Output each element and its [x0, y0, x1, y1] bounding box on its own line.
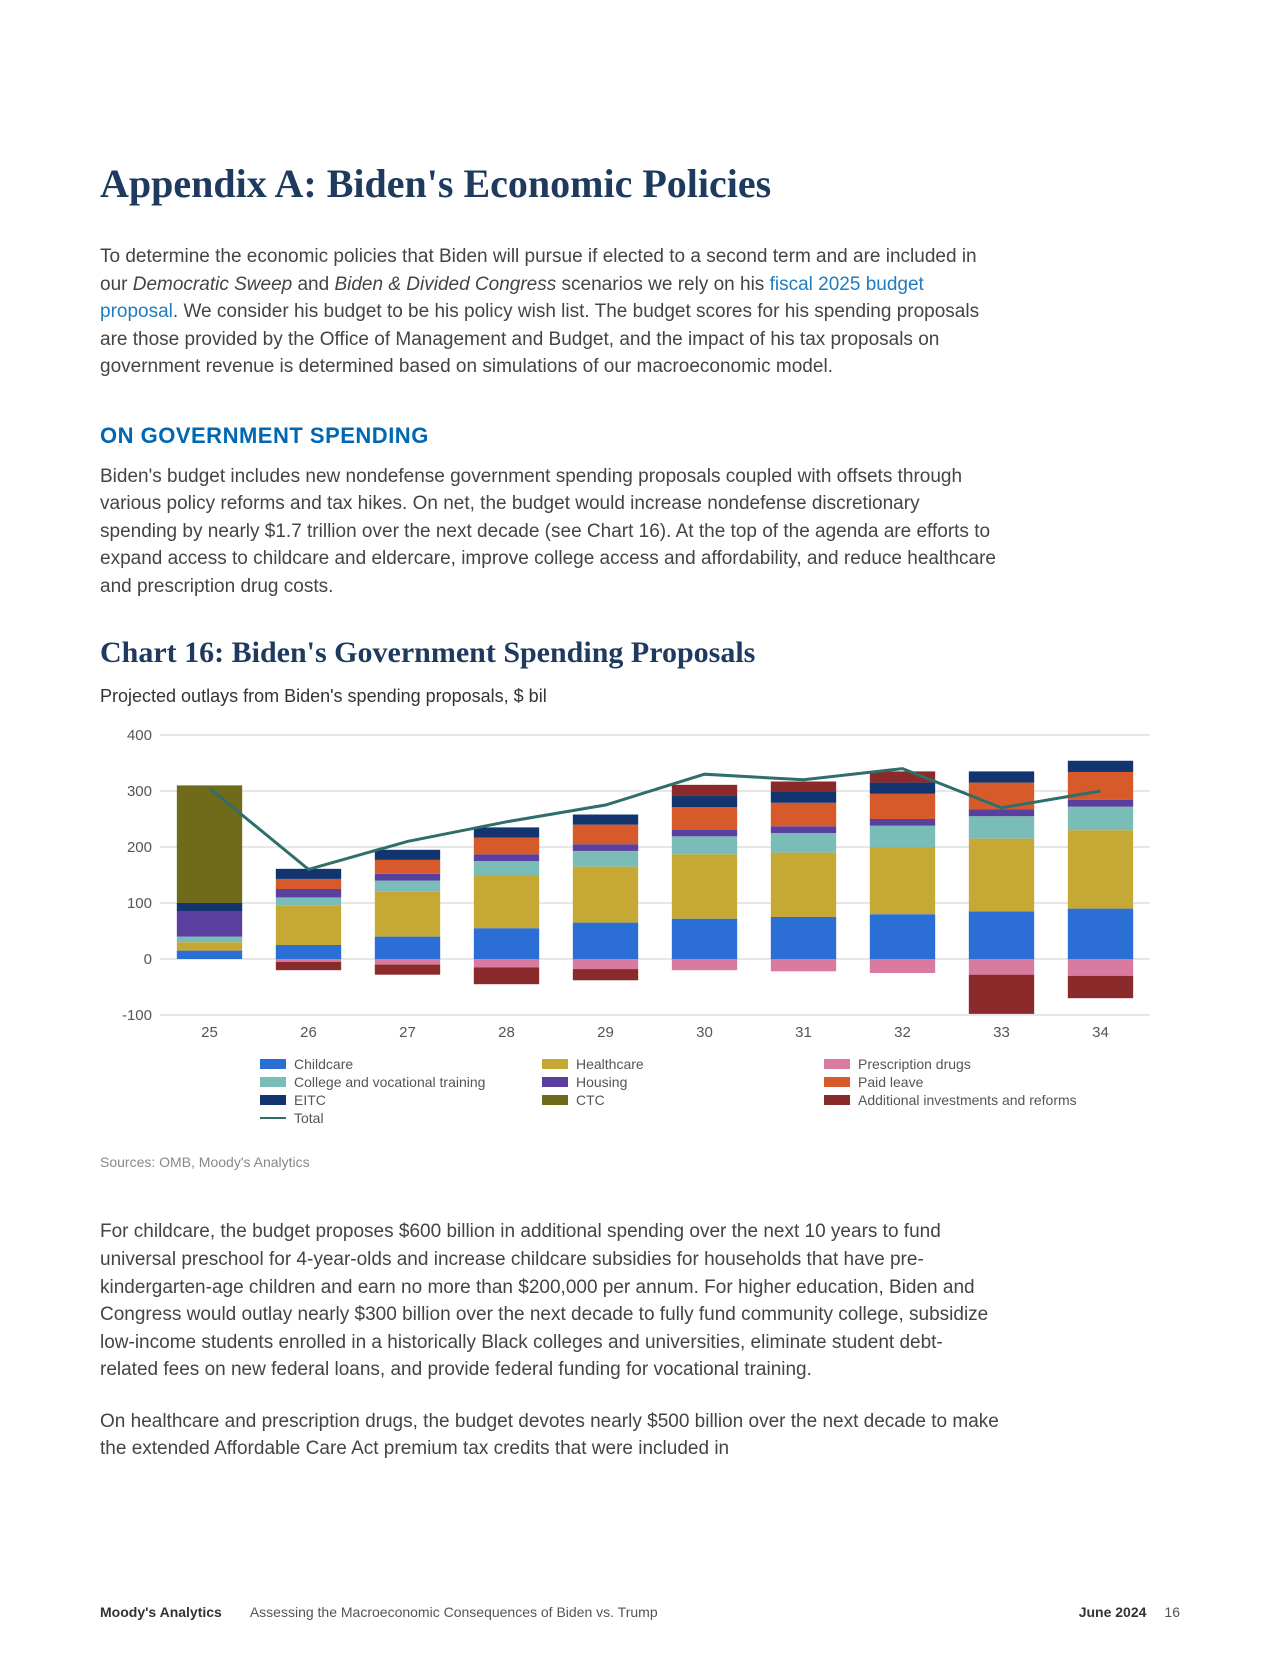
spending-paragraph: Biden's budget includes new nondefense g…	[100, 463, 1000, 601]
footer-brand: Moody's Analytics	[100, 1604, 222, 1620]
legend-item: College and vocational training	[260, 1074, 510, 1090]
svg-text:0: 0	[144, 951, 152, 968]
post-chart-paragraph-1: For childcare, the budget proposes $600 …	[100, 1218, 1000, 1383]
legend-item: Healthcare	[542, 1056, 792, 1072]
legend-item: Childcare	[260, 1056, 510, 1072]
footer-doc-title: Assessing the Macroeconomic Consequences…	[250, 1604, 1079, 1620]
page-footer: Moody's Analytics Assessing the Macroeco…	[100, 1604, 1180, 1620]
svg-text:27: 27	[399, 1024, 416, 1041]
svg-text:30: 30	[696, 1024, 713, 1041]
page-title: Appendix A: Biden's Economic Policies	[100, 160, 1180, 207]
svg-text:26: 26	[300, 1024, 317, 1041]
svg-text:28: 28	[498, 1024, 515, 1041]
legend-item-total: Total	[260, 1110, 510, 1126]
footer-page-number: 16	[1164, 1604, 1180, 1620]
chart-sources: Sources: OMB, Moody's Analytics	[100, 1154, 1180, 1170]
svg-text:300: 300	[127, 783, 152, 800]
svg-text:31: 31	[795, 1024, 812, 1041]
chart-subtitle: Projected outlays from Biden's spending …	[100, 686, 1180, 707]
legend-item: Paid leave	[824, 1074, 1074, 1090]
intro-text: and	[292, 274, 334, 295]
intro-text: scenarios we rely on his	[556, 274, 769, 295]
intro-em-2: Biden & Divided Congress	[334, 274, 556, 295]
svg-text:200: 200	[127, 839, 152, 856]
chart-title: Chart 16: Biden's Government Spending Pr…	[100, 636, 1180, 670]
svg-text:29: 29	[597, 1024, 614, 1041]
intro-em-1: Democratic Sweep	[133, 274, 292, 295]
svg-text:34: 34	[1092, 1024, 1109, 1041]
svg-text:100: 100	[127, 895, 152, 912]
intro-paragraph: To determine the economic policies that …	[100, 243, 1000, 381]
svg-text:33: 33	[993, 1024, 1010, 1041]
chart-16: -100 0 100 200 300 400 25 26 27 28 29 30 31 32 33 34 Ch…	[100, 725, 1160, 1128]
svg-text:25: 25	[201, 1024, 218, 1041]
legend-item: Housing	[542, 1074, 792, 1090]
legend-item: EITC	[260, 1092, 510, 1108]
legend-item: Prescription drugs	[824, 1056, 1074, 1072]
svg-text:-100: -100	[122, 1007, 152, 1024]
post-chart-paragraph-2: On healthcare and prescription drugs, th…	[100, 1408, 1000, 1463]
page: Appendix A: Biden's Economic Policies To…	[0, 0, 1280, 1656]
chart-svg: -100 0 100 200 300 400 25 26 27 28 29 30 31 32 33 34	[100, 725, 1160, 1045]
chart-legend: Childcare Healthcare Prescription drugs Col…	[100, 1056, 1160, 1128]
footer-date: June 2024	[1079, 1604, 1147, 1620]
svg-text:400: 400	[127, 727, 152, 744]
svg-text:32: 32	[894, 1024, 911, 1041]
section-heading-spending: ON GOVERNMENT SPENDING	[100, 423, 1180, 449]
intro-text: . We consider his budget to be his polic…	[100, 301, 979, 377]
legend-item: Additional investments and reforms	[824, 1092, 1077, 1108]
legend-item: CTC	[542, 1092, 792, 1108]
